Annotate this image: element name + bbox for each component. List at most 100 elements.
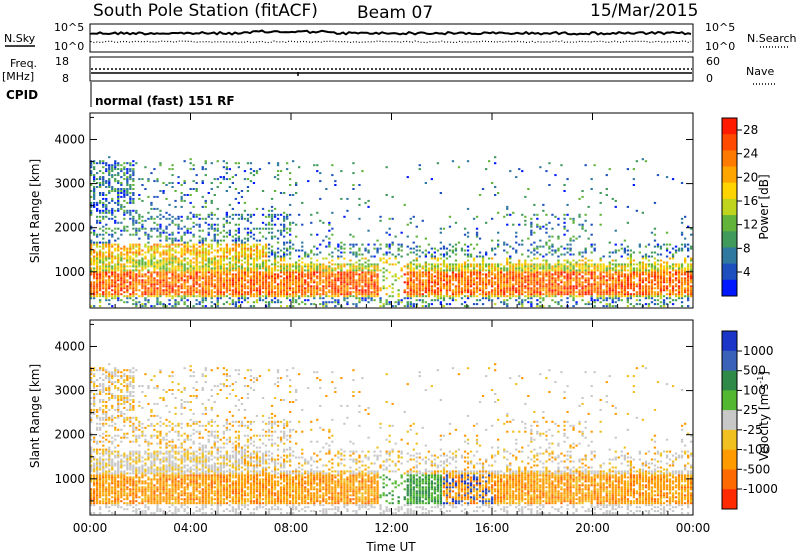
range-cell (279, 293, 283, 296)
range-cell (328, 291, 331, 294)
range-cell (367, 269, 370, 272)
range-cell (551, 275, 554, 278)
range-cell (129, 271, 132, 274)
range-cell (533, 293, 536, 296)
range-cell (611, 269, 614, 272)
range-cell (367, 301, 370, 304)
range-cell (641, 267, 644, 270)
range-cell (192, 295, 195, 298)
range-cell (246, 243, 250, 246)
range-cell (267, 227, 271, 230)
range-cell (337, 303, 340, 306)
range-cell (165, 261, 168, 264)
range-cell (557, 217, 560, 220)
range-cell (111, 174, 114, 177)
range-cell (433, 267, 436, 270)
range-cell (418, 299, 421, 302)
range-cell (141, 178, 144, 181)
range-cell (478, 255, 482, 258)
range-cell (457, 267, 461, 270)
range-cell (481, 261, 485, 264)
range-cell (472, 293, 476, 296)
range-cell (90, 225, 93, 228)
range-cell (451, 251, 455, 254)
range-cell (481, 291, 485, 294)
range-cell (382, 285, 385, 288)
range-cell (647, 255, 651, 258)
range-cell (352, 283, 355, 286)
range-cell (307, 269, 310, 272)
range-cell (424, 279, 427, 282)
range-cell (641, 269, 644, 272)
range-cell (530, 275, 533, 278)
range-cell (147, 233, 150, 236)
range-cell (156, 289, 159, 292)
range-cell (216, 301, 219, 304)
range-cell (316, 277, 319, 280)
range-cell (322, 303, 325, 306)
range-cell (346, 283, 349, 286)
range-cell (111, 176, 114, 179)
range-cell (243, 257, 247, 260)
range-cell (93, 233, 96, 236)
range-cell (581, 289, 584, 292)
range-cell (602, 267, 605, 270)
range-cell (554, 273, 557, 276)
range-cell (261, 235, 265, 238)
range-cell (533, 273, 536, 276)
range-cell (400, 301, 403, 304)
range-cell (286, 249, 289, 252)
range-cell (545, 265, 548, 268)
nave-label: Nave (746, 65, 774, 78)
range-cell (521, 285, 524, 288)
range-cell (237, 287, 240, 290)
range-cell (632, 271, 635, 274)
range-cell (611, 287, 614, 290)
range-cell (210, 273, 213, 276)
range-cell (117, 195, 120, 198)
range-cell (255, 245, 259, 248)
range-cell (108, 253, 111, 256)
range-cell (177, 182, 180, 184)
range-cell (557, 283, 560, 286)
range-cell (367, 285, 370, 288)
range-cell (159, 251, 162, 254)
range-cell (252, 237, 256, 240)
range-cell (216, 297, 219, 300)
range-cell (246, 237, 250, 240)
range-cell (545, 213, 548, 216)
range-cell (298, 249, 301, 252)
range-cell (569, 279, 572, 282)
range-cell (174, 245, 177, 248)
range-cell (310, 291, 313, 294)
range-cell (108, 184, 111, 186)
range-cell (150, 285, 153, 288)
range-cell (340, 273, 343, 276)
range-cell (593, 273, 596, 276)
range-cell (216, 283, 219, 286)
beam-label: Beam 07 (357, 3, 433, 23)
range-cell (481, 279, 485, 282)
range-cell (192, 233, 195, 236)
range-cell (273, 263, 277, 266)
range-cell (180, 237, 183, 240)
range-cell (192, 221, 195, 224)
range-cell (430, 277, 433, 280)
range-cell (96, 277, 99, 280)
range-cell (481, 295, 485, 298)
range-cell (463, 291, 467, 294)
range-cell (132, 172, 135, 175)
range-cell (602, 299, 605, 302)
range-cell (322, 265, 325, 268)
range-cell (506, 295, 509, 298)
range-cell (234, 263, 237, 266)
range-cell (292, 275, 295, 278)
range-cell (388, 227, 391, 230)
range-cell (373, 281, 376, 284)
range-cell (355, 281, 358, 284)
range-cell (515, 271, 518, 274)
range-cell (439, 247, 442, 250)
range-cell (141, 184, 144, 186)
range-cell (596, 275, 599, 278)
range-cell (614, 287, 617, 290)
